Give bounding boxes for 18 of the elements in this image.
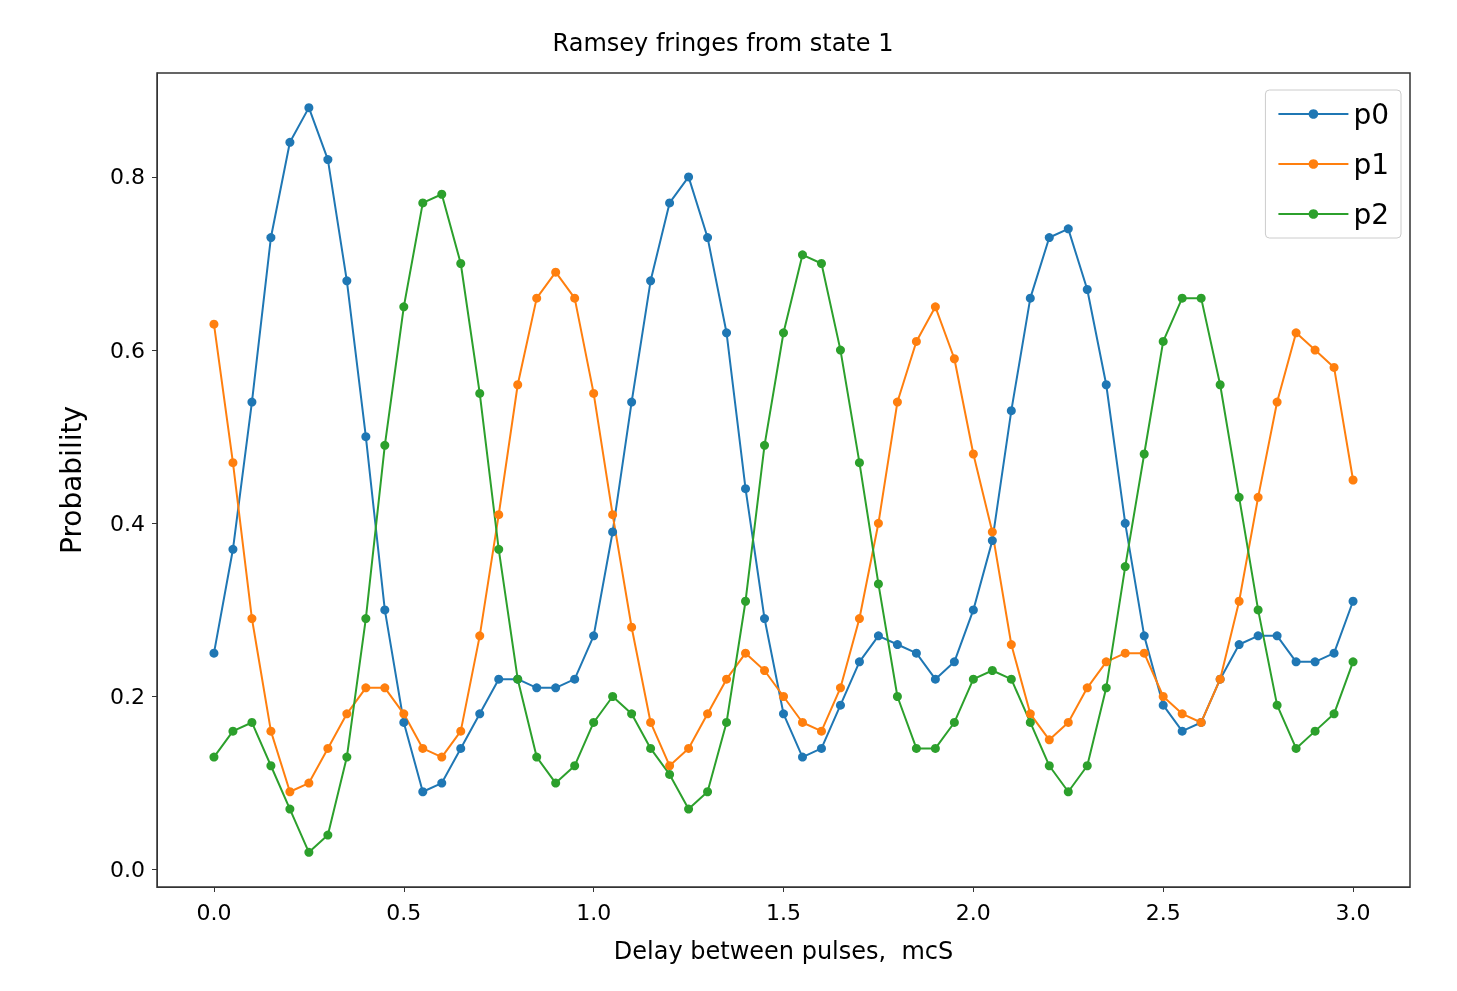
y-tick-label: 0.2 bbox=[110, 683, 145, 709]
y-tick-label: 0.0 bbox=[110, 857, 145, 883]
legend-label: p2 bbox=[1353, 197, 1390, 231]
y-axis-title: Probability bbox=[54, 405, 88, 555]
legend-label: p1 bbox=[1353, 147, 1390, 181]
x-tick-label: 0.0 bbox=[196, 899, 232, 925]
y-tick-label: 0.4 bbox=[110, 510, 145, 536]
x-tick-label: 1.0 bbox=[576, 899, 612, 925]
x-tick-label: 1.5 bbox=[766, 899, 801, 925]
y-tick-label: 0.6 bbox=[110, 337, 145, 363]
x-tick-label: 3.0 bbox=[1335, 899, 1371, 925]
x-tick-label: 2.0 bbox=[955, 899, 991, 925]
x-tick-label: 2.5 bbox=[1145, 899, 1181, 925]
x-axis-title: Delay between pulses, mcS bbox=[613, 937, 954, 965]
y-tick-label: 0.8 bbox=[110, 164, 145, 190]
legend-label: p0 bbox=[1353, 97, 1390, 131]
x-tick-label: 0.5 bbox=[386, 899, 422, 925]
chart-title: Ramsey fringes from state 1 bbox=[552, 29, 894, 57]
